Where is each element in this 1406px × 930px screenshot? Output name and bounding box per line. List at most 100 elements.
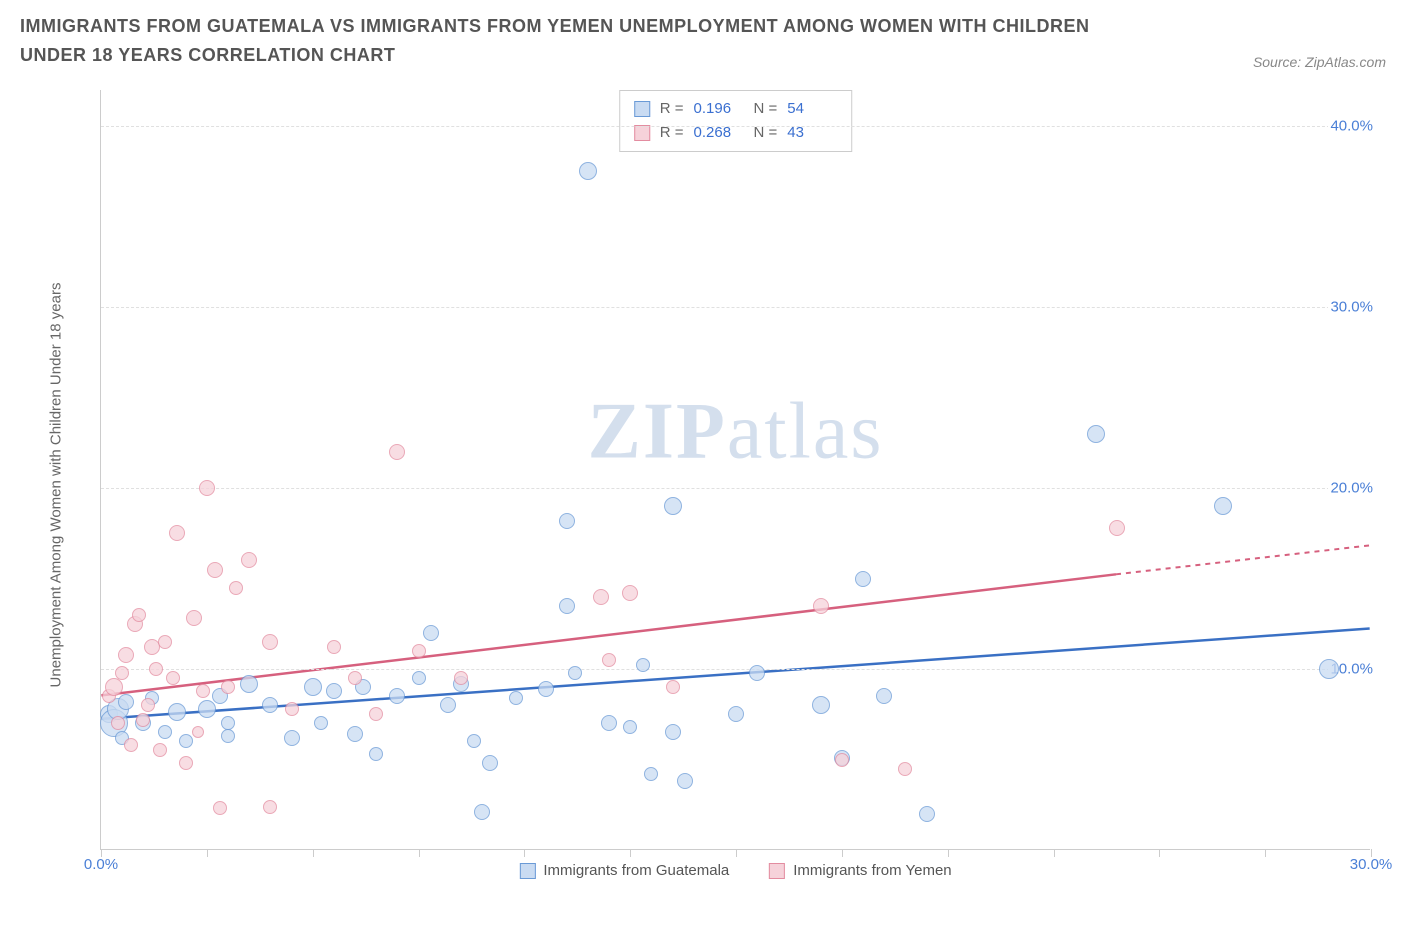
data-point-yemen[interactable]	[898, 762, 912, 776]
data-point-guatemala[interactable]	[559, 513, 575, 529]
data-point-guatemala[interactable]	[221, 716, 235, 730]
data-point-yemen[interactable]	[186, 610, 202, 626]
data-point-guatemala[interactable]	[636, 658, 650, 672]
data-point-yemen[interactable]	[241, 552, 257, 568]
stats-row-yemen: R = 0.268 N = 43	[634, 121, 838, 145]
x-tick	[736, 849, 737, 857]
data-point-yemen[interactable]	[166, 671, 180, 685]
data-point-yemen[interactable]	[1109, 520, 1125, 536]
data-point-yemen[interactable]	[196, 684, 210, 698]
data-point-yemen[interactable]	[179, 756, 193, 770]
data-point-yemen[interactable]	[115, 666, 129, 680]
data-point-yemen[interactable]	[199, 480, 215, 496]
r-label: R =	[660, 97, 684, 121]
x-tick-label: 0.0%	[84, 856, 118, 873]
data-point-yemen[interactable]	[622, 585, 638, 601]
data-point-guatemala[interactable]	[644, 767, 658, 781]
data-point-guatemala[interactable]	[664, 497, 682, 515]
data-point-guatemala[interactable]	[369, 747, 383, 761]
data-point-yemen[interactable]	[149, 662, 163, 676]
data-point-yemen[interactable]	[666, 680, 680, 694]
data-point-guatemala[interactable]	[876, 688, 892, 704]
data-point-guatemala[interactable]	[568, 666, 582, 680]
data-point-guatemala[interactable]	[855, 571, 871, 587]
data-point-yemen[interactable]	[262, 634, 278, 650]
x-tick	[630, 849, 631, 857]
data-point-yemen[interactable]	[192, 726, 204, 738]
data-point-guatemala[interactable]	[221, 729, 235, 743]
data-point-guatemala[interactable]	[1214, 497, 1232, 515]
data-point-yemen[interactable]	[118, 647, 134, 663]
chart-area: Unemployment Among Women with Children U…	[70, 90, 1380, 880]
data-point-yemen[interactable]	[207, 562, 223, 578]
data-point-yemen[interactable]	[285, 702, 299, 716]
data-point-guatemala[interactable]	[1319, 659, 1339, 679]
data-point-guatemala[interactable]	[482, 755, 498, 771]
legend-swatch-guatemala	[519, 863, 535, 879]
data-point-guatemala[interactable]	[919, 806, 935, 822]
n-label: N =	[754, 97, 778, 121]
data-point-guatemala[interactable]	[198, 700, 216, 718]
data-point-yemen[interactable]	[327, 640, 341, 654]
data-point-yemen[interactable]	[835, 753, 849, 767]
swatch-guatemala	[634, 101, 650, 117]
data-point-yemen[interactable]	[454, 671, 468, 685]
data-point-guatemala[interactable]	[304, 678, 322, 696]
data-point-guatemala[interactable]	[728, 706, 744, 722]
data-point-yemen[interactable]	[369, 707, 383, 721]
data-point-guatemala[interactable]	[440, 697, 456, 713]
data-point-yemen[interactable]	[124, 738, 138, 752]
data-point-guatemala[interactable]	[326, 683, 342, 699]
r-value-guatemala: 0.196	[694, 97, 744, 121]
data-point-yemen[interactable]	[169, 525, 185, 541]
n-value-guatemala: 54	[787, 97, 837, 121]
r-label: R =	[660, 121, 684, 145]
data-point-guatemala[interactable]	[118, 694, 134, 710]
data-point-guatemala[interactable]	[262, 697, 278, 713]
watermark-light: atlas	[727, 387, 884, 475]
data-point-yemen[interactable]	[153, 743, 167, 757]
data-point-guatemala[interactable]	[412, 671, 426, 685]
data-point-guatemala[interactable]	[314, 716, 328, 730]
data-point-guatemala[interactable]	[677, 773, 693, 789]
data-point-yemen[interactable]	[412, 644, 426, 658]
data-point-guatemala[interactable]	[665, 724, 681, 740]
data-point-guatemala[interactable]	[812, 696, 830, 714]
data-point-guatemala[interactable]	[601, 715, 617, 731]
data-point-yemen[interactable]	[213, 801, 227, 815]
data-point-yemen[interactable]	[158, 635, 172, 649]
data-point-guatemala[interactable]	[1087, 425, 1105, 443]
data-point-guatemala[interactable]	[284, 730, 300, 746]
data-point-yemen[interactable]	[263, 800, 277, 814]
data-point-yemen[interactable]	[111, 716, 125, 730]
data-point-yemen[interactable]	[105, 678, 123, 696]
data-point-yemen[interactable]	[593, 589, 609, 605]
data-point-guatemala[interactable]	[158, 725, 172, 739]
data-point-guatemala[interactable]	[579, 162, 597, 180]
data-point-guatemala[interactable]	[749, 665, 765, 681]
data-point-yemen[interactable]	[348, 671, 362, 685]
data-point-yemen[interactable]	[132, 608, 146, 622]
gridline	[101, 126, 1370, 127]
data-point-guatemala[interactable]	[474, 804, 490, 820]
data-point-guatemala[interactable]	[389, 688, 405, 704]
data-point-guatemala[interactable]	[538, 681, 554, 697]
data-point-guatemala[interactable]	[240, 675, 258, 693]
data-point-guatemala[interactable]	[347, 726, 363, 742]
data-point-yemen[interactable]	[141, 698, 155, 712]
x-tick	[313, 849, 314, 857]
data-point-guatemala[interactable]	[179, 734, 193, 748]
data-point-yemen[interactable]	[813, 598, 829, 614]
data-point-yemen[interactable]	[136, 713, 150, 727]
data-point-yemen[interactable]	[389, 444, 405, 460]
data-point-guatemala[interactable]	[423, 625, 439, 641]
data-point-guatemala[interactable]	[623, 720, 637, 734]
data-point-guatemala[interactable]	[467, 734, 481, 748]
data-point-guatemala[interactable]	[168, 703, 186, 721]
data-point-yemen[interactable]	[229, 581, 243, 595]
data-point-yemen[interactable]	[221, 680, 235, 694]
data-point-yemen[interactable]	[602, 653, 616, 667]
data-point-guatemala[interactable]	[559, 598, 575, 614]
n-value-yemen: 43	[787, 121, 837, 145]
data-point-guatemala[interactable]	[509, 691, 523, 705]
